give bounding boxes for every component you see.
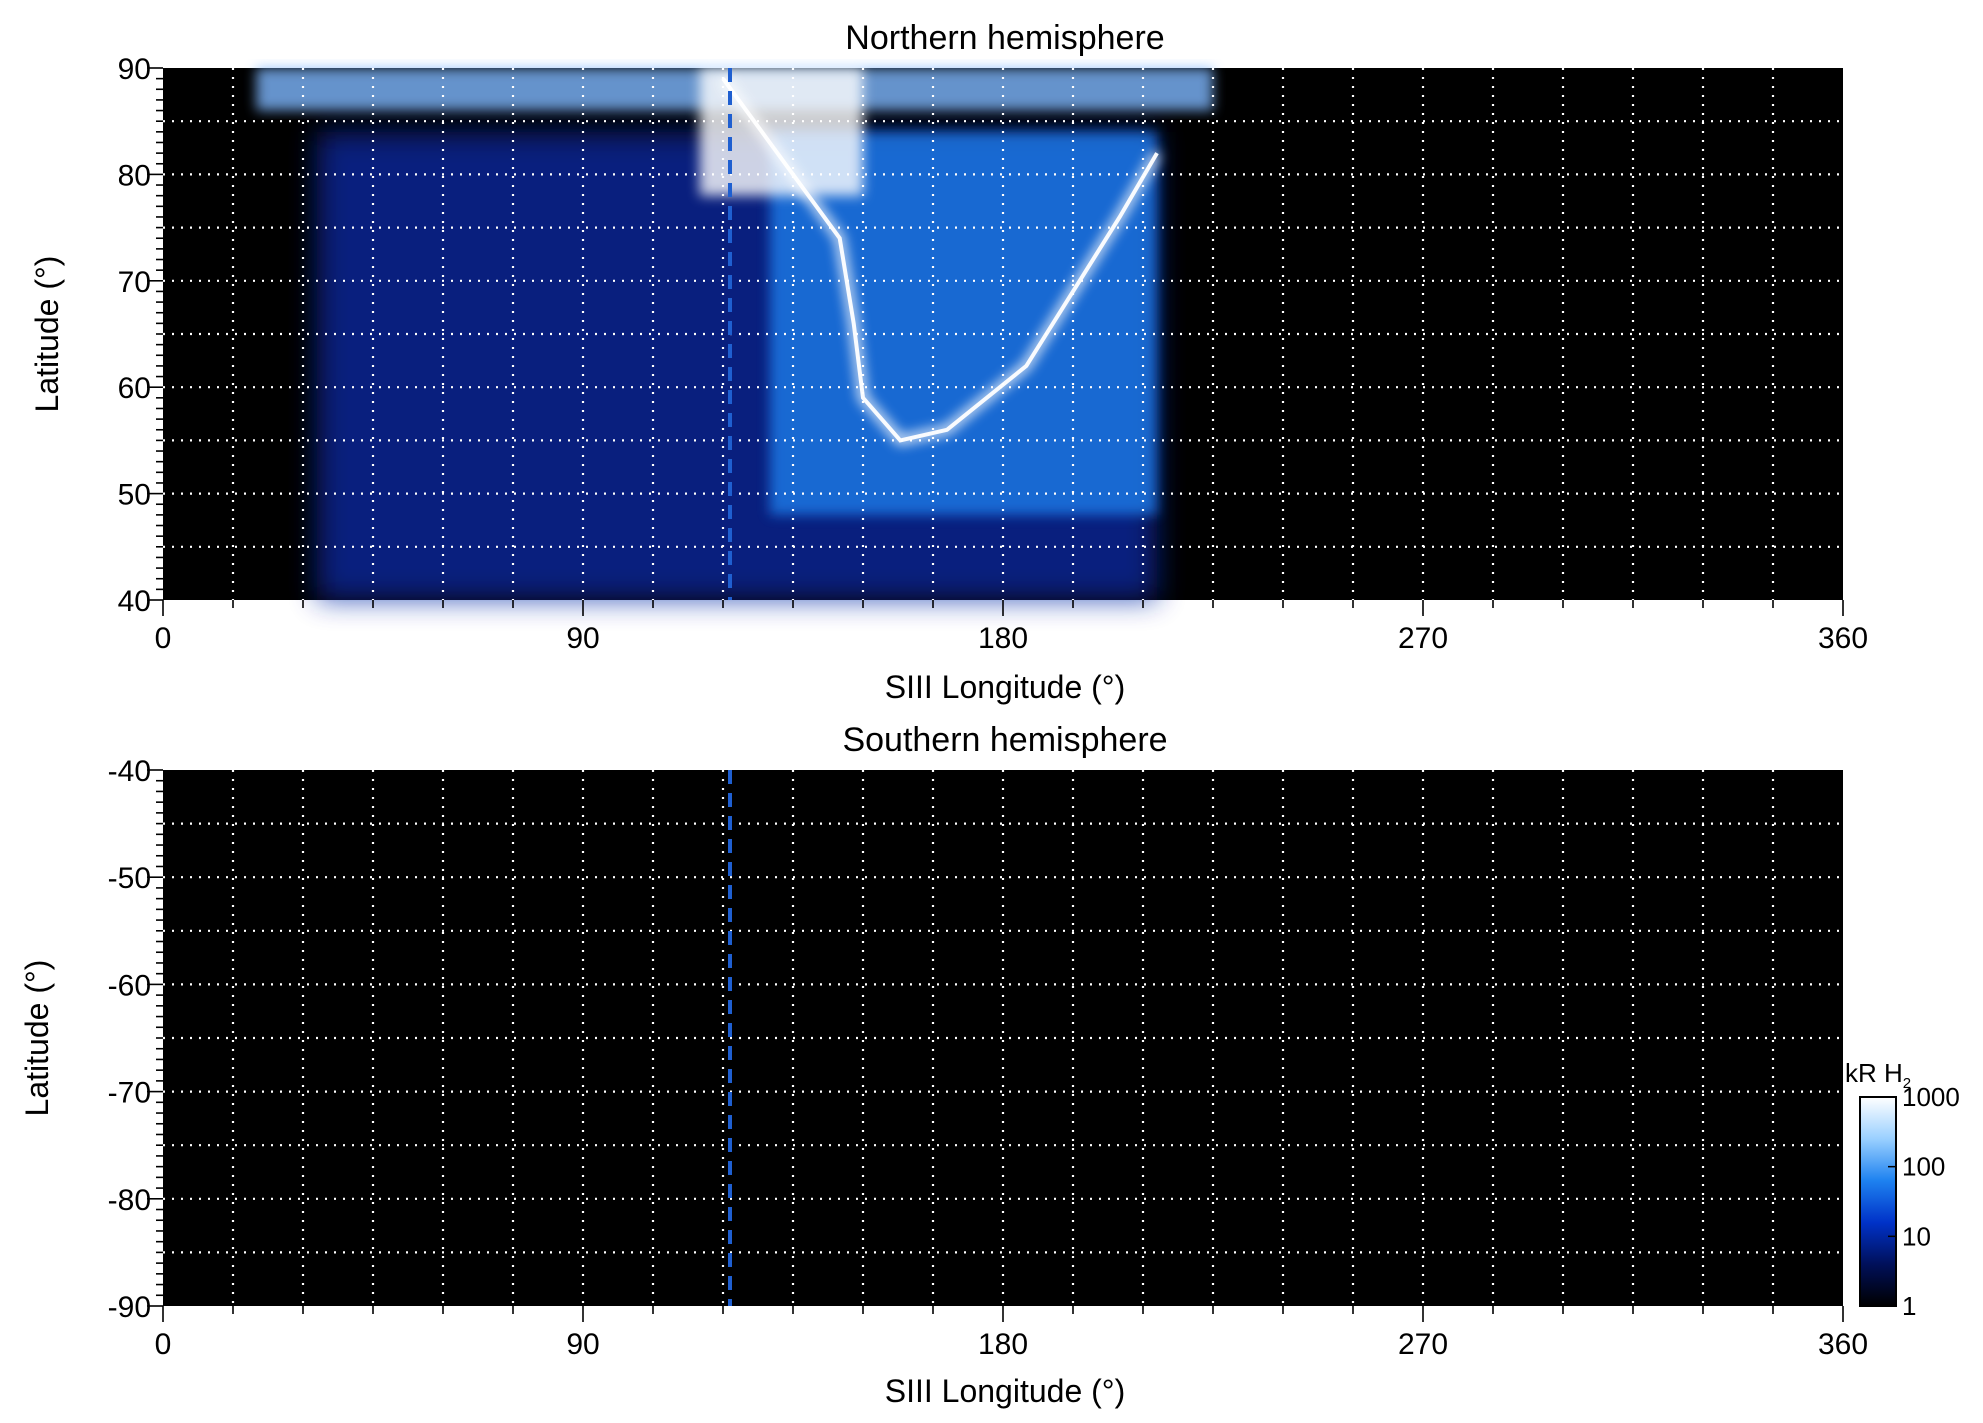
colorbar-ticks: 1 10 100 1000 — [1888, 1082, 1960, 1321]
colorbar-tick-label: 10 — [1902, 1221, 1931, 1251]
north-y-tick-label: 40 — [118, 585, 151, 618]
north-y-tick-label: 50 — [118, 479, 151, 512]
south-y-tick-label: -50 — [108, 862, 151, 895]
north-x-tick-label: 0 — [155, 622, 172, 655]
north-main-oval-core — [721, 77, 1159, 443]
south-y-tick-label: -80 — [108, 1184, 151, 1217]
south-y-ticks: -40 -50 -60 -70 -80 -90 — [108, 755, 163, 1324]
colorbar-tick-label: 100 — [1902, 1152, 1945, 1182]
south-x-tick-label: 360 — [1818, 1328, 1868, 1361]
north-x-ticks: 0 90 180 270 360 — [155, 600, 1868, 655]
south-x-ticks: 0 90 180 270 360 — [155, 1306, 1868, 1361]
north-title: Northern hemisphere — [845, 19, 1164, 57]
south-x-tick-label: 270 — [1398, 1328, 1448, 1361]
north-y-tick-label: 60 — [118, 372, 151, 405]
south-y-tick-label: -90 — [108, 1291, 151, 1324]
north-y-ticks: 40 50 60 70 80 90 — [118, 53, 163, 618]
south-panel: Southern hemisphere -40 -50 -60 -70 -80 -90 0… — [19, 721, 1868, 1409]
colorbar-label-subscript: 2 — [1903, 1075, 1911, 1092]
north-x-tick-label: 360 — [1818, 622, 1868, 655]
north-grid — [163, 68, 1843, 600]
colorbar: kR H2 1 10 100 1000 — [1845, 1058, 1960, 1321]
colorbar-gradient — [1859, 1096, 1897, 1307]
south-x-axis-label: SIII Longitude (°) — [885, 1373, 1125, 1409]
north-x-axis-label: SIII Longitude (°) — [885, 669, 1125, 705]
south-y-tick-label: -40 — [108, 755, 151, 788]
north-y-tick-label: 70 — [118, 266, 151, 299]
south-grid — [163, 770, 1843, 1306]
south-x-tick-label: 0 — [155, 1328, 172, 1361]
south-x-tick-label: 90 — [566, 1328, 599, 1361]
south-title: Southern hemisphere — [842, 721, 1167, 759]
south-y-tick-label: -70 — [108, 1077, 151, 1110]
colorbar-label-main: kR H — [1845, 1058, 1903, 1088]
south-x-tick-label: 180 — [978, 1328, 1028, 1361]
north-x-tick-label: 270 — [1398, 622, 1448, 655]
south-y-tick-label: -60 — [108, 969, 151, 1002]
north-y-axis-label: Latitude (°) — [29, 256, 65, 413]
north-y-tick-label: 90 — [118, 53, 151, 86]
north-panel: Northern hemisphere 40 50 60 70 80 90 0 90 180 2… — [29, 19, 1868, 705]
north-x-tick-label: 180 — [978, 622, 1028, 655]
colorbar-label: kR H2 — [1845, 1058, 1911, 1092]
north-emission — [256, 68, 1213, 600]
north-x-tick-label: 90 — [566, 622, 599, 655]
colorbar-tick-label: 1 — [1902, 1291, 1916, 1321]
north-y-tick-label: 80 — [118, 159, 151, 192]
south-y-axis-label: Latitude (°) — [19, 960, 55, 1117]
colorbar-tick-label: 1000 — [1902, 1082, 1960, 1112]
